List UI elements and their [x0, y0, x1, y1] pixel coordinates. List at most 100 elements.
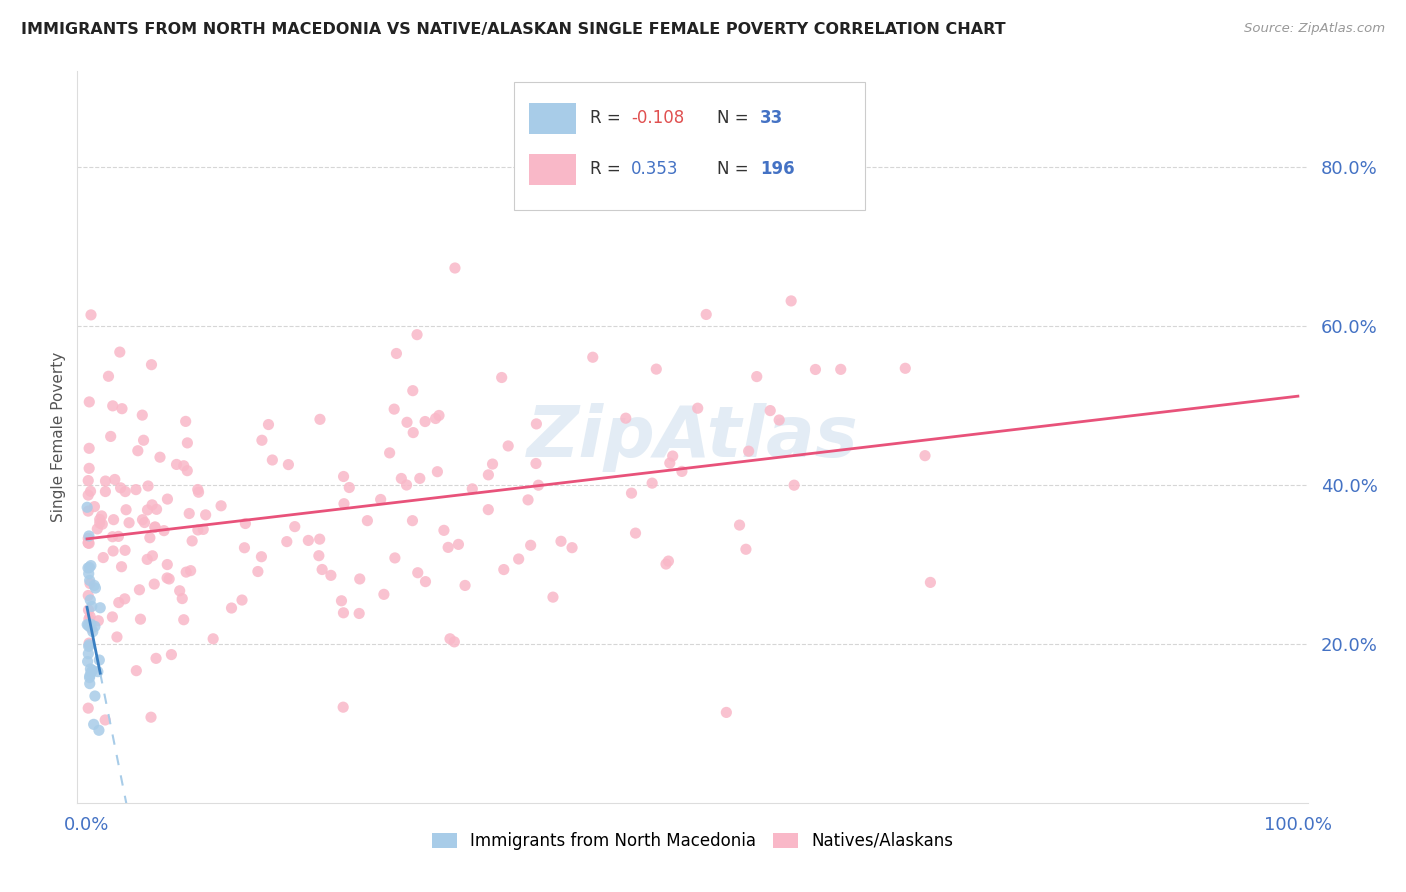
Point	[209, 499, 232, 513]
Point	[661, 449, 683, 463]
Point	[77, 532, 100, 546]
Point	[349, 572, 371, 586]
Point	[389, 471, 412, 485]
Point	[517, 492, 540, 507]
Point	[401, 514, 423, 528]
Point	[149, 450, 172, 465]
Point	[110, 481, 132, 495]
Point	[84, 689, 107, 703]
Point	[77, 488, 100, 502]
Point	[284, 519, 307, 533]
Point	[79, 560, 101, 574]
Point	[780, 293, 803, 308]
Text: 196: 196	[761, 161, 794, 178]
Point	[77, 566, 100, 581]
Text: N =: N =	[717, 109, 754, 128]
Point	[79, 662, 101, 676]
Point	[77, 395, 100, 409]
Point	[77, 701, 100, 715]
Point	[671, 464, 693, 478]
Point	[235, 516, 257, 531]
Point	[77, 504, 100, 518]
Point	[187, 523, 209, 537]
Point	[319, 568, 342, 582]
Point	[262, 453, 284, 467]
Point	[439, 632, 461, 646]
Point	[624, 526, 647, 541]
Point	[127, 443, 149, 458]
Point	[128, 582, 150, 597]
Point	[94, 474, 117, 488]
Point	[728, 518, 751, 533]
Point	[107, 596, 129, 610]
Y-axis label: Single Female Poverty: Single Female Poverty	[51, 352, 66, 522]
Point	[83, 578, 105, 592]
Point	[80, 617, 103, 632]
Point	[496, 439, 519, 453]
Point	[641, 476, 664, 491]
Point	[830, 362, 852, 376]
Point	[454, 578, 477, 592]
Point	[77, 647, 100, 661]
Point	[77, 529, 100, 543]
Point	[437, 541, 460, 555]
Point	[86, 522, 108, 536]
Point	[79, 593, 101, 607]
Point	[356, 514, 378, 528]
Point	[174, 565, 197, 579]
Point	[330, 594, 353, 608]
Point	[105, 630, 128, 644]
Point	[645, 362, 668, 376]
Point	[101, 530, 124, 544]
Point	[297, 533, 319, 548]
Point	[180, 564, 202, 578]
Text: Source: ZipAtlas.com: Source: ZipAtlas.com	[1244, 22, 1385, 36]
Point	[136, 479, 159, 493]
Point	[173, 458, 195, 473]
Point	[83, 717, 105, 731]
Point	[79, 576, 101, 591]
Point	[413, 415, 436, 429]
Point	[157, 572, 180, 586]
Point	[100, 429, 122, 443]
Point	[82, 663, 104, 677]
Point	[160, 648, 183, 662]
Point	[804, 362, 827, 376]
Point	[173, 613, 195, 627]
Point	[91, 517, 114, 532]
Point	[156, 571, 179, 585]
Point	[131, 408, 153, 422]
Point	[79, 574, 101, 588]
Point	[131, 513, 153, 527]
Point	[406, 566, 429, 580]
Point	[143, 520, 166, 534]
Point	[783, 478, 806, 492]
Point	[77, 535, 100, 549]
Point	[402, 384, 425, 398]
Point	[737, 444, 759, 458]
Text: -0.108: -0.108	[631, 109, 685, 128]
Point	[233, 541, 256, 555]
Point	[136, 503, 159, 517]
Point	[80, 308, 103, 322]
Point	[77, 536, 100, 550]
Point	[107, 529, 129, 543]
Point	[759, 403, 782, 417]
Point	[308, 532, 330, 546]
Point	[561, 541, 583, 555]
Point	[193, 523, 215, 537]
Point	[114, 591, 136, 606]
Point	[134, 516, 156, 530]
Point	[333, 497, 356, 511]
Point	[125, 483, 148, 497]
Point	[347, 607, 370, 621]
Point	[481, 457, 503, 471]
Point	[745, 369, 768, 384]
Point	[477, 502, 499, 516]
Point	[111, 401, 134, 416]
Point	[409, 471, 432, 485]
Text: R =: R =	[591, 109, 626, 128]
Point	[84, 619, 107, 633]
Point	[79, 484, 101, 499]
Point	[309, 412, 332, 426]
